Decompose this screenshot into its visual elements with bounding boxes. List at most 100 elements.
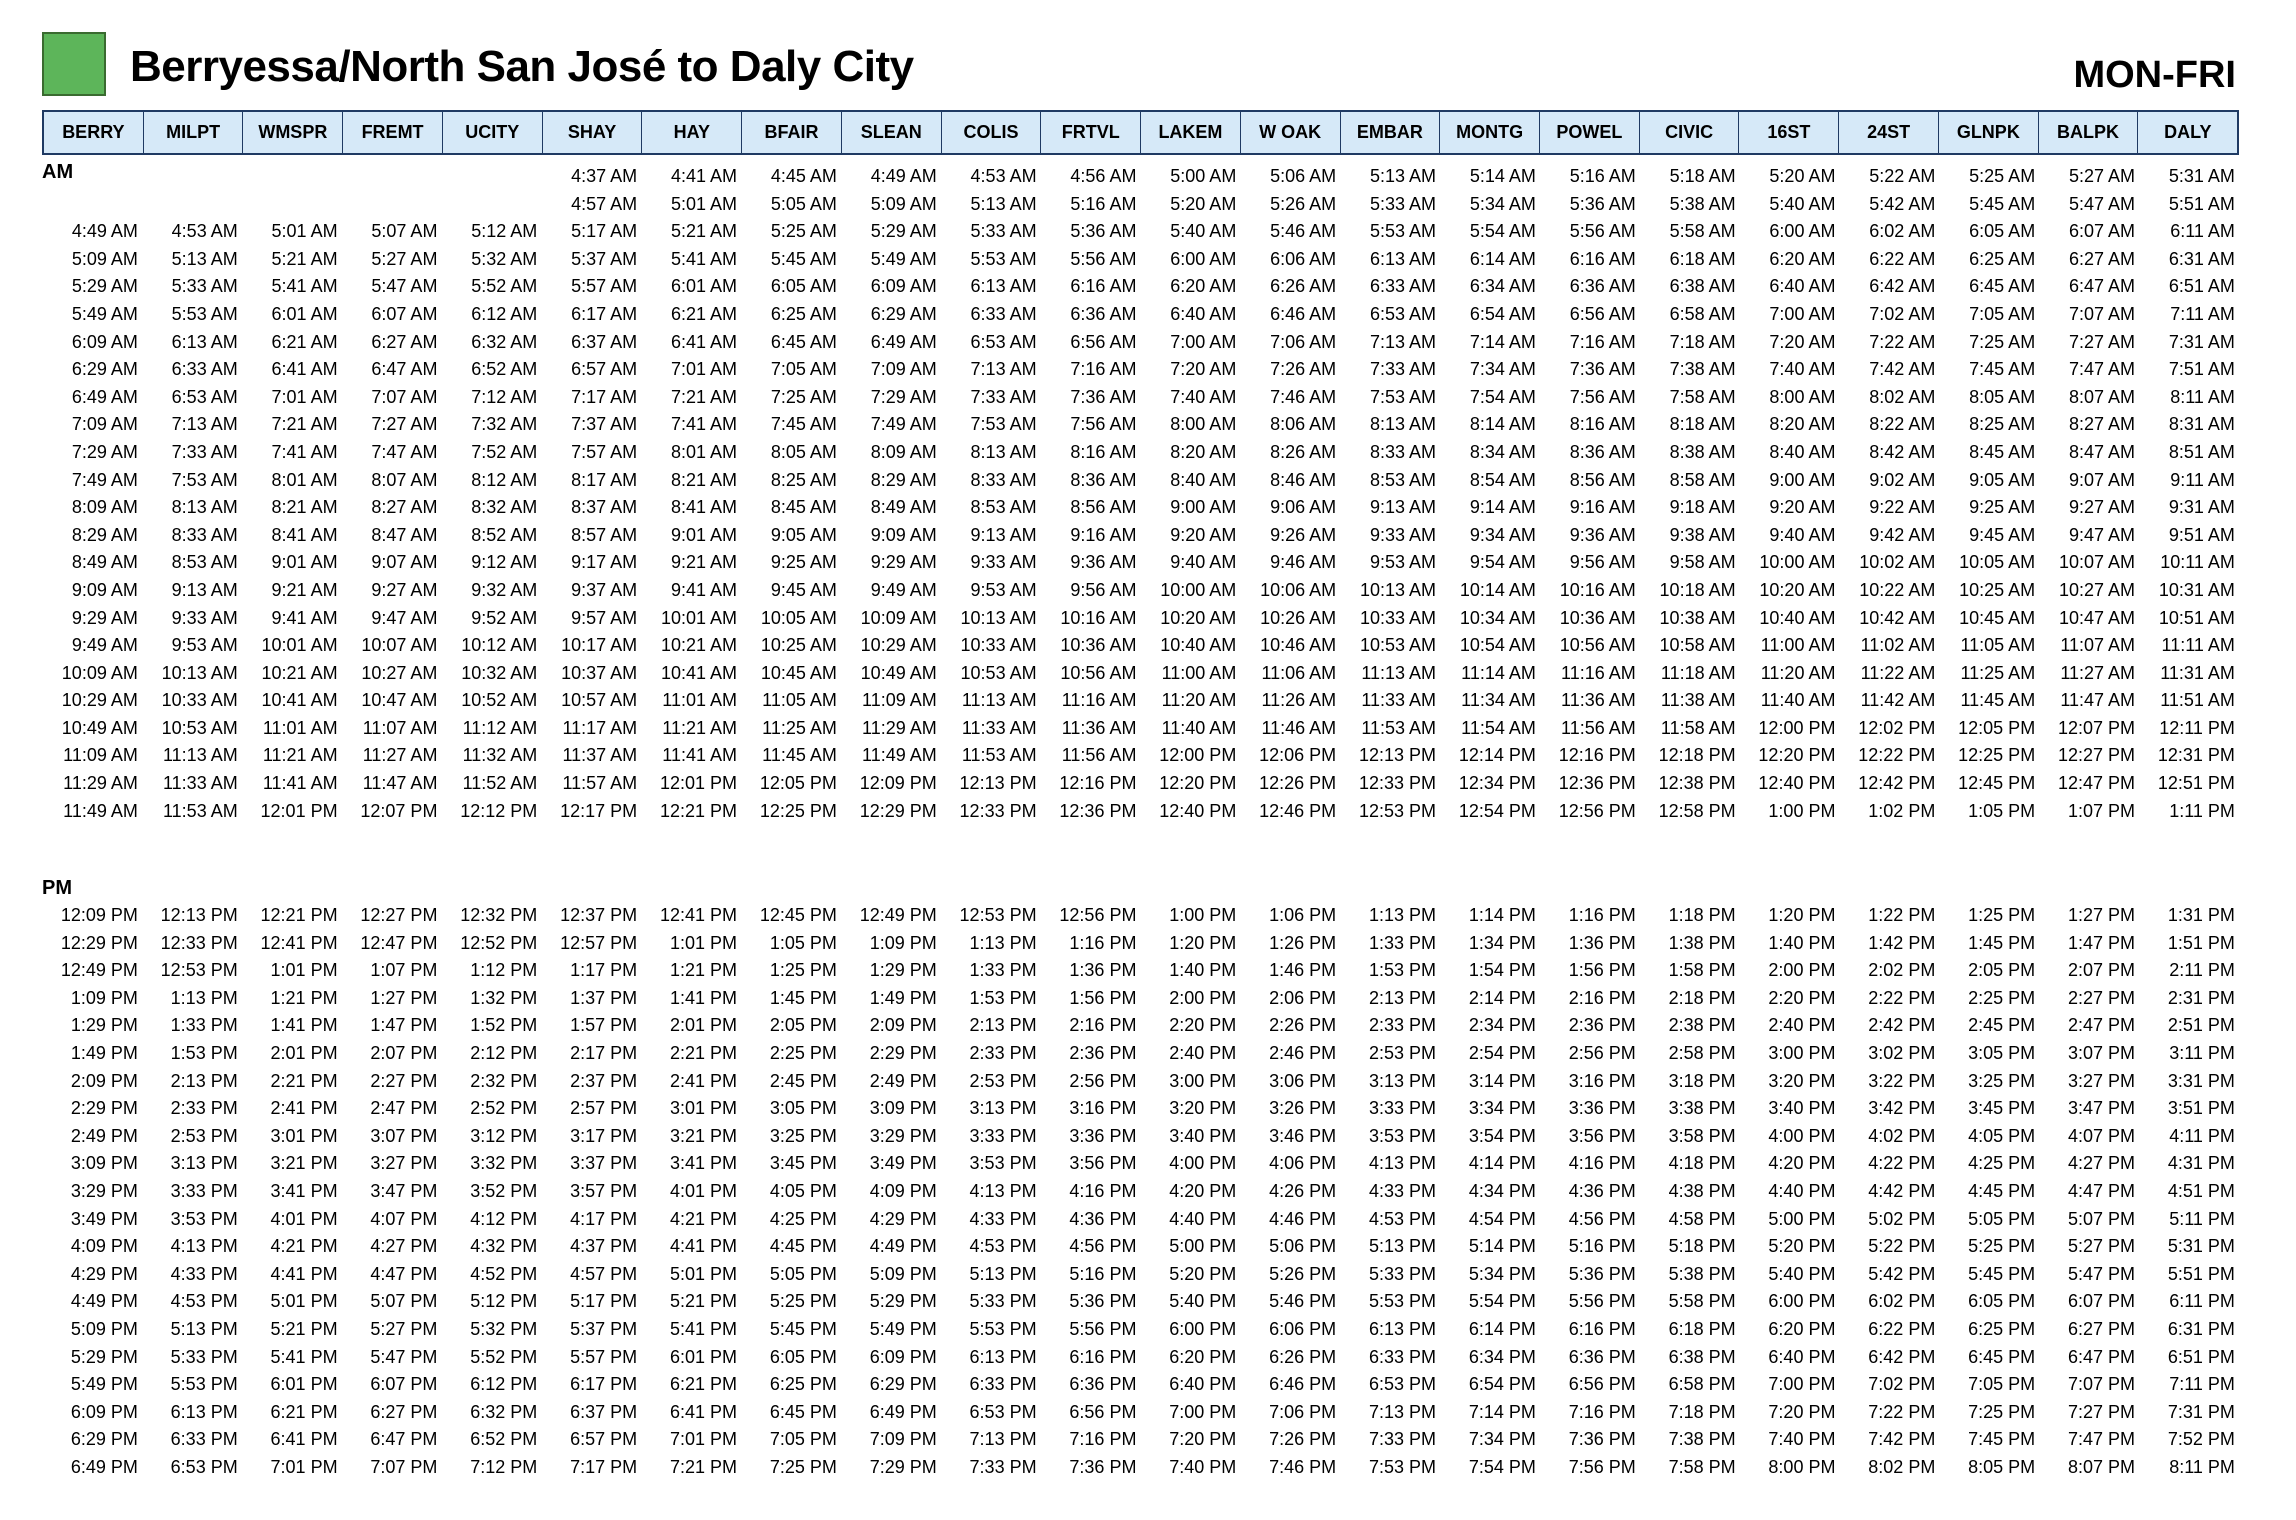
departure-time-cell: 6:32 PM [470,1401,538,1422]
departure-time-cell: 12:42 PM [1858,773,1936,794]
departure-time-cell: 9:07 AM [371,552,438,573]
departure-time-cell: 6:32 AM [471,331,538,352]
departure-time-cell: 4:45 PM [769,1236,837,1257]
departure-time-cell: 6:37 AM [571,331,638,352]
table-row: 3:49 PM 3:53 PM 4:01 PM 4:07 PM 4:12 PM 4:17 … [42,1206,2239,1234]
departure-time-cell: 4:56 AM [1070,166,1137,186]
departure-time-cell: 9:01 AM [271,552,338,573]
departure-time-cell: 1:31 PM [2167,905,2235,925]
departure-time-cell: 7:40 AM [1769,359,1836,380]
departure-time-cell: 6:13 PM [1368,1318,1437,1339]
departure-time-cell: 6:29 AM [71,359,138,380]
departure-time-cell: 9:16 AM [1070,524,1137,545]
departure-time-cell: 2:53 PM [969,1070,1037,1091]
departure-time-cell: 12:31 PM [2157,745,2235,766]
table-row: 4:49 PM 4:53 PM 5:01 PM 5:07 PM 5:12 PM 5:17 … [42,1288,2239,1316]
departure-time-cell: 5:32 PM [470,1318,538,1339]
departure-time-cell: 5:38 PM [1668,1263,1736,1284]
departure-time-cell: 10:29 AM [860,635,937,656]
departure-time-cell: 8:01 AM [670,441,738,462]
departure-time-cell: 5:45 AM [770,248,837,269]
departure-time-cell: 3:25 PM [769,1125,837,1146]
departure-time-cell: 3:47 PM [2068,1098,2136,1119]
departure-time-cell: 5:53 PM [1368,1291,1437,1312]
station-header-cell: WMSPR [243,112,344,153]
departure-time-cell: 9:25 AM [770,552,837,573]
departure-time-cell: 11:56 AM [1561,717,1636,738]
departure-time-cell: 5:27 PM [2068,1236,2136,1257]
departure-time-cell: 5:21 PM [270,1318,338,1339]
departure-time-cell: 1:58 PM [1668,960,1736,981]
departure-time-cell: 2:46 PM [1269,1042,1337,1063]
departure-time-cell: 10:17 AM [561,635,638,656]
departure-time-cell: 10:53 AM [161,717,238,738]
departure-time-cell: 3:02 PM [1868,1042,1936,1063]
departure-time-cell: 7:21 AM [271,414,338,435]
station-header-cell: SLEAN [842,112,942,153]
departure-time-cell: 1:38 PM [1668,932,1736,953]
departure-time-cell: 2:13 PM [1368,987,1437,1008]
departure-time-cell: 1:06 PM [1269,905,1337,925]
departure-time-cell: 6:01 AM [271,303,338,324]
departure-time-cell: 1:40 PM [1169,960,1237,981]
departure-time-cell: 7:54 AM [1469,386,1536,407]
departure-time-cell: 8:11 PM [2169,1456,2235,1477]
departure-time-cell: 5:16 AM [1070,193,1137,214]
departure-time-cell: 7:53 AM [970,414,1037,435]
departure-time-cell: 12:53 PM [959,905,1037,925]
departure-time-cell: 7:25 PM [769,1456,837,1477]
departure-time-cell: 7:05 AM [1969,303,2036,324]
departure-time-cell: 9:46 AM [1270,552,1337,573]
departure-time-cell: 8:11 AM [2170,386,2235,407]
departure-time-cell: 7:09 AM [870,359,937,380]
departure-time-cell: 8:45 AM [770,497,837,518]
departure-time-cell: 2:01 PM [270,1042,338,1063]
departure-time-cell: 4:33 PM [1368,1180,1437,1201]
departure-time-cell: 6:05 AM [1969,221,2036,242]
departure-time-cell: 4:20 PM [1169,1180,1237,1201]
departure-time-cell: 1:09 PM [869,932,937,953]
departure-time-cell: 11:33 AM [961,717,1037,738]
departure-time-cell: 3:11 PM [2169,1042,2235,1063]
departure-time-cell: 2:53 PM [1368,1042,1437,1063]
departure-time-cell: 10:01 AM [660,607,738,628]
departure-time-cell: 2:33 PM [969,1042,1037,1063]
departure-time-cell: 3:45 PM [769,1153,837,1174]
departure-time-cell: 3:05 PM [1968,1042,2036,1063]
departure-time-cell: 1:20 PM [1169,932,1237,953]
departure-time-cell: 4:00 PM [1768,1125,1836,1146]
departure-time-cell: 6:26 PM [1269,1346,1337,1367]
departure-time-cell: 6:27 AM [371,331,438,352]
departure-time-cell: 5:53 PM [969,1318,1037,1339]
departure-time-cell: 11:29 AM [862,717,937,738]
departure-time-cell: 6:45 AM [1969,276,2036,297]
departure-time-cell: 6:11 PM [2169,1291,2235,1312]
table-row: 4:09 PM 4:13 PM 4:21 PM 4:27 PM 4:32 PM 4:37 … [42,1233,2239,1261]
departure-time-cell: 6:12 PM [470,1374,538,1395]
departure-time-cell: 8:31 AM [2168,414,2235,435]
departure-time-cell: 2:41 PM [270,1098,338,1119]
departure-time-cell: 6:01 AM [670,276,738,297]
departure-time-cell: 6:51 PM [2167,1346,2235,1367]
departure-time-cell: 8:46 AM [1270,469,1337,490]
departure-time-cell: 11:56 AM [1061,745,1137,766]
departure-time-cell: 7:58 AM [1669,386,1736,407]
departure-time-cell: 6:00 PM [1768,1291,1836,1312]
departure-time-cell: 10:40 AM [1160,635,1237,656]
departure-time-cell: 3:20 PM [1768,1070,1836,1091]
departure-time-cell: 6:13 PM [969,1346,1037,1367]
table-row: 2:09 PM 2:13 PM 2:21 PM 2:27 PM 2:32 PM 2:37 … [42,1068,2239,1096]
departure-time-cell: 9:42 AM [1869,524,1936,545]
departure-time-cell: 2:27 PM [370,1070,438,1091]
departure-time-cell: 7:07 PM [370,1456,438,1477]
departure-time-cell: 9:33 AM [970,552,1037,573]
departure-time-cell: 2:25 PM [769,1042,837,1063]
departure-time-cell: 2:01 PM [669,1015,738,1036]
departure-time-cell: 2:00 PM [1169,987,1237,1008]
departure-time-cell: 3:25 PM [1968,1070,2036,1091]
departure-time-cell: 6:47 AM [2069,276,2136,297]
departure-time-cell: 5:14 AM [1469,166,1536,186]
departure-time-cell: 10:37 AM [561,662,638,683]
departure-time-cell: 1:00 PM [1169,905,1237,925]
departure-time-cell: 7:33 AM [970,386,1037,407]
